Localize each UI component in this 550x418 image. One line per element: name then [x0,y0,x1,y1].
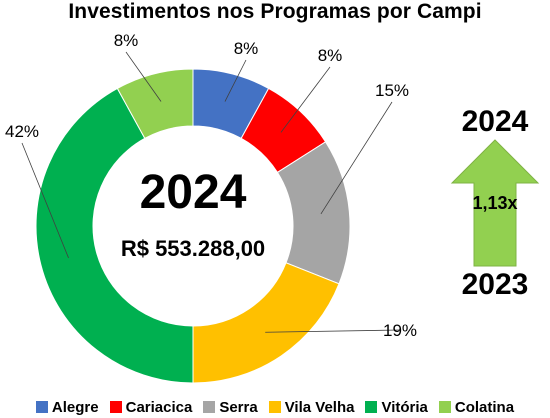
from-year-label: 2023 [461,268,529,301]
legend: Alegre Cariacica Serra Vila Velha Vitória Col… [0,397,550,417]
legend-item: Alegre [35,398,99,416]
percent-label: 15% [375,81,409,100]
legend-item: Colatina [438,398,515,416]
percent-label: 8% [318,46,343,65]
up-arrow-icon: 1,13x [450,139,540,267]
legend-label: Serra [219,398,258,416]
leader-line [280,66,331,133]
legend-label: Cariacica [125,398,193,416]
legend-item: Cariacica [109,398,193,416]
leader-line [320,101,393,215]
percent-label: 8% [234,39,259,58]
leader-line [265,329,401,333]
legend-swatch [109,401,122,413]
slice-vit-ria [35,87,194,384]
growth-indicator: 2024 1,13x 2023 [440,100,550,310]
legend-label: Colatina [454,398,515,416]
percent-label: 42% [5,122,39,141]
center-value: R$ 553.288,00 [121,236,265,261]
slice-colatina [116,68,194,140]
center-year: 2024 [140,166,247,219]
donut-slices [35,68,351,384]
legend-swatch [203,401,216,413]
legend-swatch [268,401,281,413]
legend-item: Serra [203,398,258,416]
legend-item: Vila Velha [268,398,355,416]
leader-lines [21,51,401,333]
percent-labels: 8% 8% 15% 19% 42% 8% [5,31,417,340]
legend-swatch [365,401,378,413]
leader-line [224,59,247,102]
legend-label: Vila Velha [284,398,355,416]
legend-label: Alegre [51,398,99,416]
leader-line [125,51,162,102]
growth-factor: 1,13x [472,193,517,213]
legend-swatch [35,401,48,413]
percent-label: 19% [383,321,417,340]
leader-line [21,142,69,259]
legend-item: Vitória [365,398,428,416]
percent-label: 8% [114,31,139,50]
slice-vila-velha [192,262,340,384]
to-year-label: 2024 [461,105,529,138]
legend-swatch [438,401,451,413]
chart-title: Investimentos nos Programas por Campi [68,0,482,23]
legend-label: Vitória [381,398,428,416]
